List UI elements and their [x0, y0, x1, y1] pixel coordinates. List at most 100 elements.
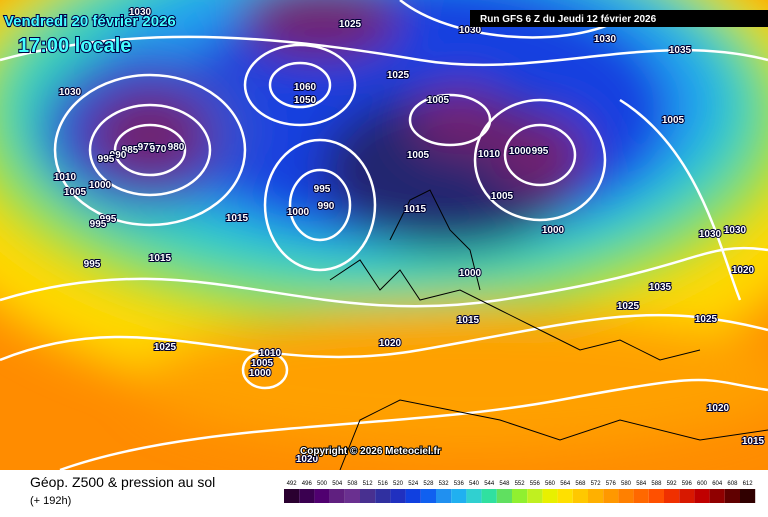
isobar-label: 1000 — [459, 268, 482, 279]
isobars — [0, 0, 768, 470]
legend-level: 516 — [378, 481, 389, 487]
color-bar: 492 496 500 504 508 512 516 520 524 528 532 536 540 5… — [284, 481, 756, 503]
legend-level: 532 — [439, 481, 450, 487]
isobar-label: 995 — [98, 154, 115, 165]
isobar-label: 1030 — [459, 25, 482, 36]
isobar-label: 995 — [84, 259, 101, 270]
legend-level: 600 — [697, 481, 708, 487]
isobar-label: 1030 — [594, 34, 617, 45]
lead-time: (+ 192h) — [30, 495, 71, 507]
legend-level: 544 — [484, 481, 495, 487]
isobar-label: 1030 — [129, 7, 152, 18]
isobar-label: 1000 — [89, 180, 112, 191]
legend-level: 604 — [712, 481, 723, 487]
isobar-label: 1015 — [226, 213, 249, 224]
legend-swatch — [405, 489, 421, 503]
legend-level: 500 — [317, 481, 328, 487]
legend-level: 512 — [363, 481, 374, 487]
legend-swatch — [375, 489, 391, 503]
isobar-label: 970 — [150, 144, 167, 155]
legend-level: 576 — [606, 481, 617, 487]
legend-swatch — [436, 489, 452, 503]
legend-level: 548 — [499, 481, 510, 487]
legend-level: 492 — [287, 481, 298, 487]
legend-swatch — [344, 489, 360, 503]
legend-level: 504 — [332, 481, 343, 487]
isobar-label: 1030 — [724, 225, 747, 236]
legend-swatch — [451, 489, 467, 503]
legend-swatch — [496, 489, 512, 503]
legend-swatch — [648, 489, 664, 503]
legend-level: 580 — [621, 481, 632, 487]
legend-swatch — [542, 489, 558, 503]
legend-level: 608 — [727, 481, 738, 487]
legend-swatch — [679, 489, 695, 503]
isobar-label: 1030 — [59, 87, 82, 98]
isobar-label: 995 — [90, 219, 107, 230]
legend-swatch — [329, 489, 345, 503]
isobar-label: 1025 — [339, 19, 362, 30]
legend-level: 528 — [423, 481, 434, 487]
isobar-label: 1025 — [154, 342, 177, 353]
isobar-label: 1025 — [617, 301, 640, 312]
isobar-label: 980 — [168, 142, 185, 153]
valid-date: Vendredi 20 février 2026 — [4, 13, 176, 30]
legend-swatch — [664, 489, 680, 503]
isobar-label: 995 — [532, 146, 549, 157]
isobar-label: 975 — [138, 142, 155, 153]
legend-swatch — [557, 489, 573, 503]
run-banner — [470, 10, 768, 27]
legend-swatch — [360, 489, 376, 503]
isobar-label: 1020 — [707, 403, 730, 414]
isobar-label: 1000 — [249, 368, 272, 379]
legend-level: 536 — [454, 481, 465, 487]
local-time: 17:00 locale — [18, 35, 131, 57]
legend-level: 612 — [743, 481, 754, 487]
isobar-label: 1020 — [379, 338, 402, 349]
legend-swatch — [299, 489, 315, 503]
legend-level: 568 — [575, 481, 586, 487]
legend-swatch — [709, 489, 725, 503]
legend-swatch — [527, 489, 543, 503]
legend-swatch — [466, 489, 482, 503]
isobar-label: 1005 — [407, 150, 430, 161]
isobar-label: 1005 — [662, 115, 685, 126]
legend-swatch — [740, 489, 756, 503]
legend-level: 508 — [347, 481, 358, 487]
legend-swatch — [390, 489, 406, 503]
legend-swatch — [512, 489, 528, 503]
legend-level: 572 — [591, 481, 602, 487]
isobar-label: 1050 — [294, 95, 317, 106]
copyright: Copyright © 2026 Meteociel.fr — [300, 446, 441, 457]
isobar-label: 1010 — [478, 149, 501, 160]
isobar-label: 1005 — [64, 187, 87, 198]
isobar-label: 1000 — [287, 207, 310, 218]
isobar-label: 990 — [318, 201, 335, 212]
isobar-label: 1005 — [491, 191, 514, 202]
legend-level: 552 — [515, 481, 526, 487]
isobar-label: 995 — [100, 214, 117, 225]
isobar-label: 1020 — [296, 454, 319, 465]
legend-level: 588 — [651, 481, 662, 487]
legend-level: 496 — [302, 481, 313, 487]
isobar-label: 1015 — [742, 436, 765, 447]
isobar-label: 1015 — [149, 253, 172, 264]
legend-swatch — [420, 489, 436, 503]
legend-swatch — [618, 489, 634, 503]
footer-title: Géop. Z500 & pression au sol — [30, 474, 215, 490]
legend-level: 540 — [469, 481, 480, 487]
isobar-label: 995 — [314, 184, 331, 195]
isobar-label: 1035 — [669, 45, 692, 56]
isobar-label: 1015 — [404, 204, 427, 215]
isobar-label: 1000 — [542, 225, 565, 236]
isobar-label: 1010 — [54, 172, 77, 183]
isobar-label: 1005 — [427, 95, 450, 106]
run-info: Run GFS 6 Z du Jeudi 12 février 2026 — [480, 14, 657, 25]
legend-level: 592 — [667, 481, 678, 487]
isobar-label: 1020 — [732, 265, 755, 276]
legend-level: 584 — [636, 481, 647, 487]
legend-swatch — [603, 489, 619, 503]
isobar-label: 985 — [122, 145, 139, 156]
